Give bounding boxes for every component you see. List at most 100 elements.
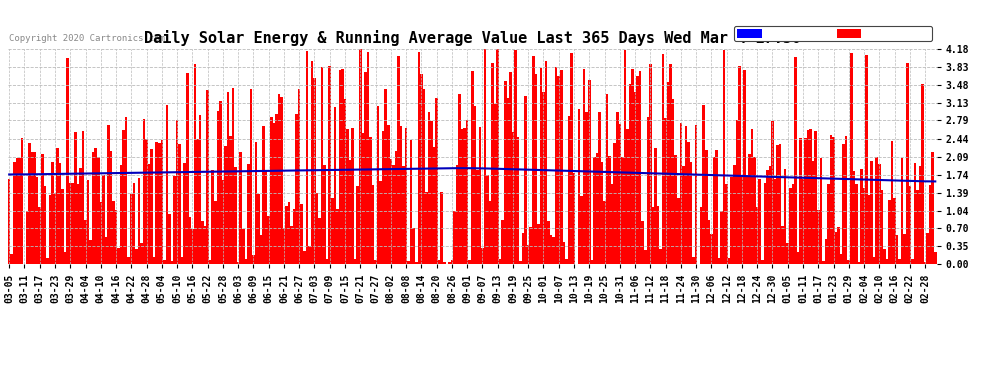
Bar — [855, 184, 857, 264]
Bar — [535, 75, 538, 264]
Bar — [248, 164, 249, 264]
Bar — [598, 112, 601, 264]
Bar — [880, 190, 883, 264]
Bar — [496, 49, 499, 264]
Bar — [308, 246, 311, 264]
Bar — [833, 136, 835, 264]
Bar — [115, 210, 118, 264]
Bar — [306, 51, 308, 264]
Bar — [265, 171, 267, 264]
Bar — [473, 106, 476, 264]
Bar — [21, 138, 23, 264]
Bar — [152, 257, 155, 264]
Bar — [644, 249, 646, 264]
Bar — [56, 148, 58, 264]
Bar — [460, 129, 463, 264]
Bar — [293, 209, 295, 264]
Bar — [235, 167, 237, 264]
Bar — [745, 177, 748, 264]
Bar — [893, 198, 896, 264]
Bar — [544, 61, 547, 264]
Bar — [204, 226, 206, 264]
Bar — [797, 252, 799, 264]
Bar — [270, 117, 272, 264]
Bar — [593, 157, 596, 264]
Bar — [438, 260, 441, 264]
Bar — [295, 114, 298, 264]
Bar — [259, 235, 262, 264]
Bar — [924, 262, 927, 264]
Bar — [807, 130, 810, 264]
Bar — [883, 249, 886, 264]
Bar — [733, 165, 736, 264]
Bar — [557, 76, 560, 264]
Bar — [573, 173, 575, 264]
Bar — [619, 124, 621, 264]
Bar — [443, 262, 446, 264]
Bar — [789, 188, 792, 264]
Bar — [178, 144, 181, 264]
Bar — [324, 165, 326, 264]
Bar — [371, 185, 374, 264]
Bar — [522, 233, 525, 264]
Bar — [458, 94, 460, 264]
Bar — [316, 193, 319, 264]
Bar — [820, 158, 822, 264]
Bar — [919, 166, 922, 264]
Bar — [878, 164, 880, 264]
Bar — [850, 53, 852, 264]
Bar — [369, 137, 371, 264]
Bar — [123, 130, 125, 264]
Bar — [583, 69, 585, 264]
Bar — [245, 259, 248, 264]
Bar — [329, 66, 331, 264]
Bar — [74, 132, 76, 264]
Bar — [176, 120, 178, 264]
Bar — [450, 260, 453, 264]
Bar — [774, 179, 776, 264]
Bar — [16, 158, 18, 264]
Bar — [313, 78, 316, 264]
Bar — [868, 195, 870, 264]
Bar — [453, 211, 455, 264]
Bar — [672, 99, 674, 264]
Bar — [507, 98, 509, 264]
Bar — [669, 64, 672, 264]
Bar — [389, 159, 392, 264]
Bar — [267, 216, 270, 264]
Bar — [94, 148, 97, 264]
Bar — [334, 107, 337, 264]
Bar — [423, 88, 425, 264]
Bar — [51, 162, 53, 264]
Bar — [69, 183, 71, 264]
Bar — [873, 257, 875, 264]
Bar — [84, 220, 87, 264]
Legend: Average  ($), Daily   ($): Average ($), Daily ($) — [735, 26, 932, 42]
Bar — [741, 177, 743, 264]
Bar — [66, 58, 69, 264]
Bar — [776, 145, 779, 264]
Bar — [128, 257, 130, 264]
Bar — [520, 261, 522, 264]
Bar — [275, 114, 277, 264]
Bar — [415, 262, 418, 264]
Bar — [703, 105, 705, 264]
Bar — [494, 104, 496, 264]
Bar — [565, 259, 567, 264]
Bar — [768, 166, 771, 264]
Bar — [348, 160, 351, 264]
Bar — [489, 201, 491, 264]
Bar — [603, 201, 606, 264]
Bar — [687, 142, 690, 264]
Bar — [89, 240, 92, 264]
Bar — [710, 234, 713, 264]
Bar — [433, 147, 436, 264]
Bar — [321, 66, 324, 264]
Bar — [509, 72, 512, 264]
Bar — [927, 233, 929, 264]
Bar — [87, 180, 89, 264]
Bar — [715, 150, 718, 264]
Bar — [865, 55, 868, 264]
Bar — [407, 261, 410, 264]
Bar — [763, 183, 766, 264]
